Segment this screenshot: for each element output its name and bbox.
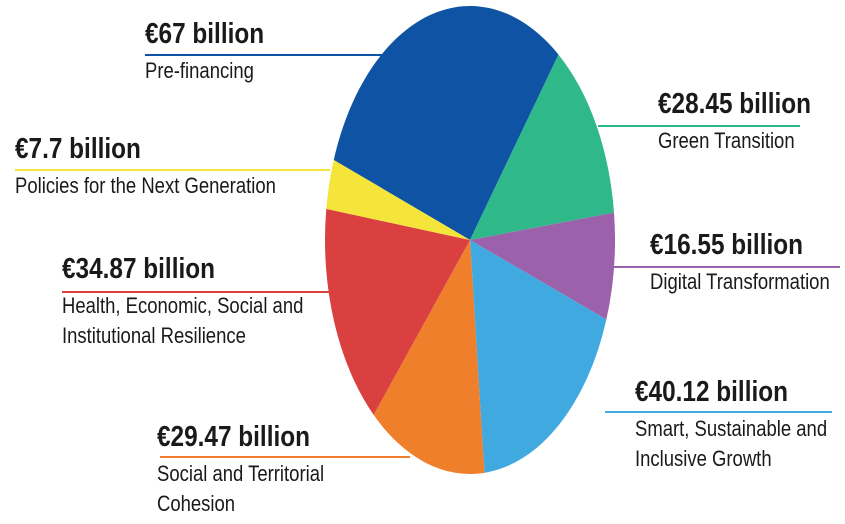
value-label: €28.45 billion xyxy=(658,88,811,120)
slice-label: €40.12 billion Smart, Sustainable and Inc… xyxy=(635,376,837,474)
category-label: Digital Transformation xyxy=(650,269,830,294)
slice-label: €28.45 billion Green Transition xyxy=(658,88,843,156)
category-label: Green Transition xyxy=(658,128,795,153)
value-label: €34.87 billion xyxy=(62,253,215,285)
pie-slice xyxy=(470,240,607,473)
pie-slice xyxy=(326,159,470,240)
value-label: €29.47 billion xyxy=(157,421,310,453)
category-label: Pre-financing xyxy=(145,58,254,83)
slice-label: €7.7 billion Policies for the Next Genera… xyxy=(15,133,317,201)
pie-slice xyxy=(470,212,615,320)
category-label: Health, Economic, Social and Institution… xyxy=(62,293,304,348)
category-label: Policies for the Next Generation xyxy=(15,173,276,198)
slice-label: €16.55 billion Digital Transformation xyxy=(650,229,843,297)
pie-slice xyxy=(325,208,470,415)
value-label: €16.55 billion xyxy=(650,229,803,261)
value-label: €40.12 billion xyxy=(635,376,788,408)
pie-slice xyxy=(333,6,559,241)
category-label: Smart, Sustainable and Inclusive Growth xyxy=(635,416,828,471)
pie-slice xyxy=(373,240,485,474)
category-label: Social and Territorial Cohesion xyxy=(157,461,325,516)
pie-slice xyxy=(470,54,615,241)
slice-label: €67 billion Pre-financing xyxy=(145,18,397,86)
value-label: €7.7 billion xyxy=(15,133,141,165)
slice-label: €34.87 billion Health, Economic, Social a… xyxy=(62,253,322,351)
value-label: €67 billion xyxy=(145,18,265,50)
slice-label: €29.47 billion Social and Territorial Coh… xyxy=(157,421,350,519)
